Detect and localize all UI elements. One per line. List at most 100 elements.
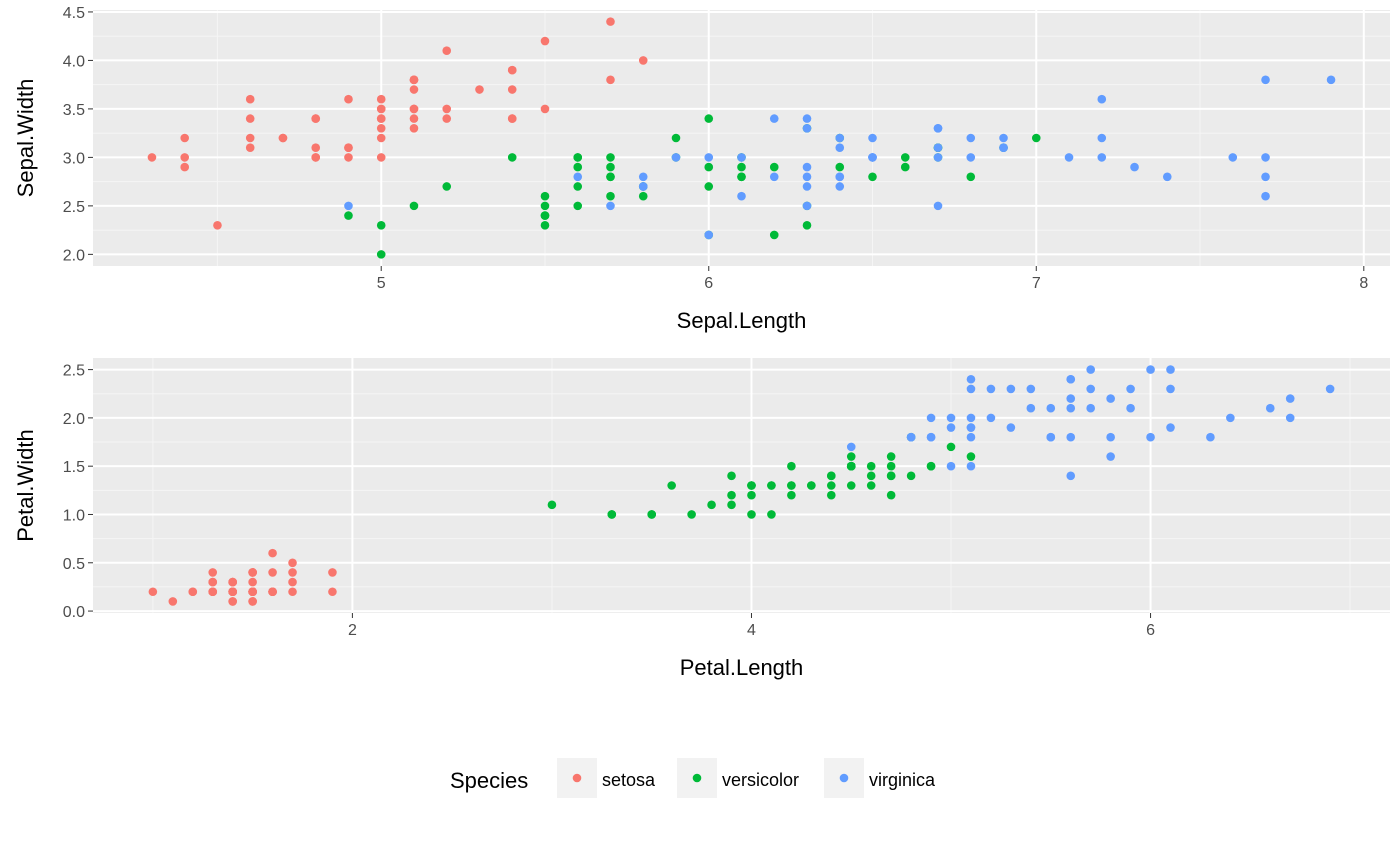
point-virginica — [1166, 423, 1175, 432]
legend-item-virginica: virginica — [824, 758, 936, 798]
point-virginica — [1026, 384, 1036, 394]
y-tick-label: 2.0 — [63, 247, 85, 264]
point-virginica — [1064, 153, 1074, 162]
point-versicolor — [1031, 133, 1041, 143]
point-versicolor — [727, 471, 736, 481]
x-axis-title: Petal.Length — [680, 655, 804, 680]
point-virginica — [1261, 75, 1270, 85]
point-setosa — [248, 597, 257, 606]
point-versicolor — [787, 461, 796, 471]
x-tick-label: 2 — [348, 622, 357, 639]
point-virginica — [1066, 394, 1076, 403]
point-versicolor — [886, 452, 896, 461]
point-versicolor — [769, 162, 779, 172]
point-versicolor — [846, 452, 856, 461]
point-virginica — [1026, 403, 1036, 413]
point-virginica — [846, 442, 856, 452]
point-virginica — [1066, 432, 1076, 442]
point-virginica — [966, 461, 976, 471]
point-setosa — [409, 85, 419, 94]
point-versicolor — [540, 211, 550, 220]
point-virginica — [1046, 403, 1056, 413]
point-virginica — [1206, 432, 1215, 442]
legend-point — [572, 773, 582, 783]
point-setosa — [268, 568, 277, 577]
point-versicolor — [747, 490, 756, 500]
point-setosa — [507, 65, 517, 75]
point-setosa — [344, 94, 353, 104]
point-setosa — [376, 124, 386, 133]
legend-title: Species — [450, 768, 528, 793]
y-axis-title: Petal.Width — [13, 429, 38, 542]
point-virginica — [1146, 365, 1155, 374]
y-tick-label: 0.0 — [63, 604, 85, 621]
point-versicolor — [846, 461, 856, 471]
point-virginica — [802, 162, 812, 172]
point-setosa — [409, 104, 419, 114]
point-setosa — [288, 577, 297, 587]
point-versicolor — [886, 471, 896, 481]
point-versicolor — [866, 481, 876, 490]
point-setosa — [311, 153, 321, 162]
point-versicolor — [886, 461, 896, 471]
point-virginica — [1265, 403, 1275, 413]
point-versicolor — [573, 182, 583, 191]
point-virginica — [1106, 394, 1115, 403]
y-tick-label: 2.0 — [63, 411, 85, 428]
point-virginica — [1106, 432, 1115, 442]
point-virginica — [926, 432, 936, 442]
legend-point — [692, 773, 702, 783]
point-versicolor — [906, 471, 916, 481]
point-virginica — [933, 143, 943, 152]
point-versicolor — [886, 490, 896, 500]
point-setosa — [409, 75, 419, 85]
y-tick-label: 1.0 — [63, 507, 85, 524]
point-setosa — [606, 75, 615, 85]
point-versicolor — [737, 162, 746, 172]
x-tick-label: 5 — [377, 275, 386, 292]
gridlines — [93, 10, 1390, 266]
point-versicolor — [507, 153, 517, 162]
panel-2: 2 4 6 0.0 0.5 1.0 1.5 2.0 2.5 Petal.Length Petal.W… — [13, 358, 1390, 680]
point-virginica — [1162, 172, 1172, 182]
point-setosa — [248, 568, 257, 577]
point-virginica — [802, 182, 812, 191]
y-tick-label: 3.0 — [63, 150, 85, 167]
point-setosa — [245, 94, 255, 104]
point-versicolor — [727, 500, 736, 510]
point-virginica — [986, 413, 996, 423]
point-virginica — [966, 413, 976, 423]
point-virginica — [704, 153, 714, 162]
point-versicolor — [846, 481, 856, 490]
point-versicolor — [826, 471, 836, 481]
point-versicolor — [787, 490, 796, 500]
point-setosa — [311, 143, 321, 152]
point-versicolor — [826, 490, 836, 500]
x-tick-label: 4 — [747, 622, 756, 639]
point-setosa — [376, 104, 386, 114]
series-virginica — [344, 75, 1336, 240]
point-setosa — [328, 568, 337, 577]
point-setosa — [442, 46, 452, 56]
point-setosa — [288, 558, 297, 568]
point-setosa — [213, 220, 222, 230]
point-virginica — [1006, 384, 1016, 394]
point-versicolor — [966, 172, 976, 182]
point-setosa — [311, 114, 321, 123]
point-versicolor — [573, 162, 583, 172]
point-versicolor — [835, 162, 845, 172]
point-virginica — [802, 201, 812, 211]
point-virginica — [606, 201, 615, 211]
point-virginica — [986, 384, 996, 394]
y-tick-label: 0.5 — [63, 556, 85, 573]
point-versicolor — [802, 220, 812, 230]
point-virginica — [1261, 153, 1270, 162]
point-setosa — [409, 114, 419, 123]
point-virginica — [835, 182, 845, 191]
point-setosa — [245, 114, 255, 123]
legend-label: versicolor — [722, 770, 799, 790]
x-tick-label: 7 — [1032, 275, 1041, 292]
point-setosa — [268, 548, 277, 558]
point-virginica — [1066, 471, 1076, 481]
series-setosa — [148, 548, 337, 606]
